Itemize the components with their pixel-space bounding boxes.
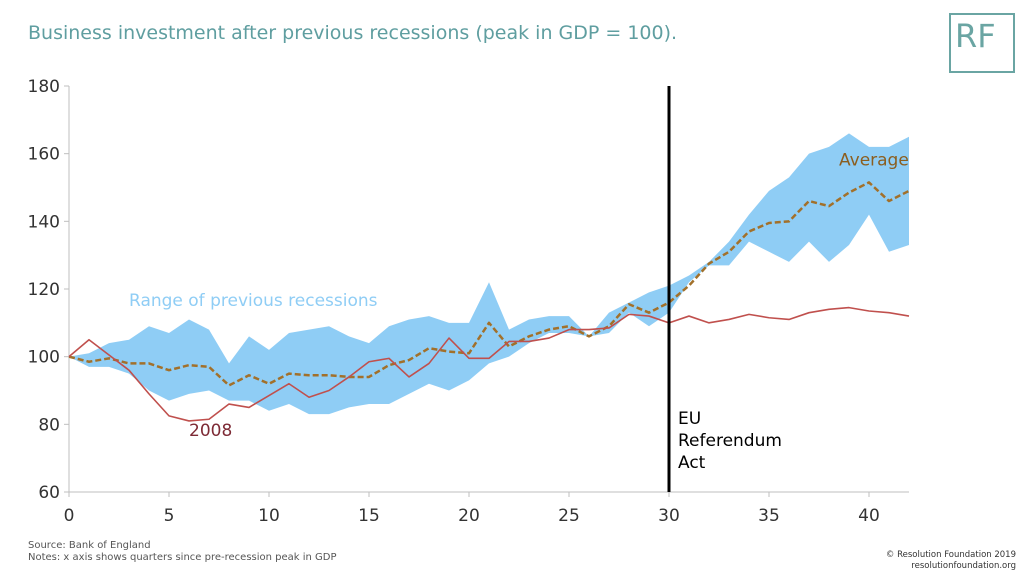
x-tick-label: 30 [658, 506, 680, 526]
referendum-label-line: EU [678, 409, 701, 429]
y-tick-label: 160 [28, 145, 60, 165]
rf-logo: RF [949, 13, 1015, 73]
y-tick-label: 140 [28, 212, 60, 232]
y-tick-label: 80 [38, 415, 60, 435]
x-tick-label: 0 [64, 506, 75, 526]
rf-logo-text: RF [955, 17, 996, 55]
referendum-label-line: Act [678, 453, 706, 473]
x-tick-label: 25 [558, 506, 580, 526]
y-tick-label: 60 [38, 483, 60, 503]
annotation-label: Average [839, 151, 909, 171]
x-tick-label: 35 [758, 506, 780, 526]
y-tick-label: 180 [28, 77, 60, 97]
x-tick-label: 15 [358, 506, 380, 526]
annotation-label: 2008 [189, 421, 232, 441]
copyright-credit: © Resolution Foundation 2019 [885, 550, 1016, 560]
y-tick-label: 100 [28, 348, 60, 368]
referendum-label-line: Referendum [678, 431, 782, 451]
x-tick-label: 20 [458, 506, 480, 526]
y-tick-label: 120 [28, 280, 60, 300]
website-credit: resolutionfoundation.org [911, 561, 1016, 571]
axis-note: Notes: x axis shows quarters since pre-r… [28, 552, 337, 563]
source-note: Source: Bank of England [28, 540, 151, 551]
x-tick-label: 40 [858, 506, 880, 526]
annotation-label: Range of previous recessions [129, 291, 378, 311]
series-line-average [68, 181, 910, 387]
chart-title: Business investment after previous reces… [28, 22, 678, 44]
x-tick-label: 10 [258, 506, 280, 526]
series-line-2008 [68, 306, 910, 422]
x-tick-label: 5 [164, 506, 175, 526]
range-band [69, 133, 909, 415]
